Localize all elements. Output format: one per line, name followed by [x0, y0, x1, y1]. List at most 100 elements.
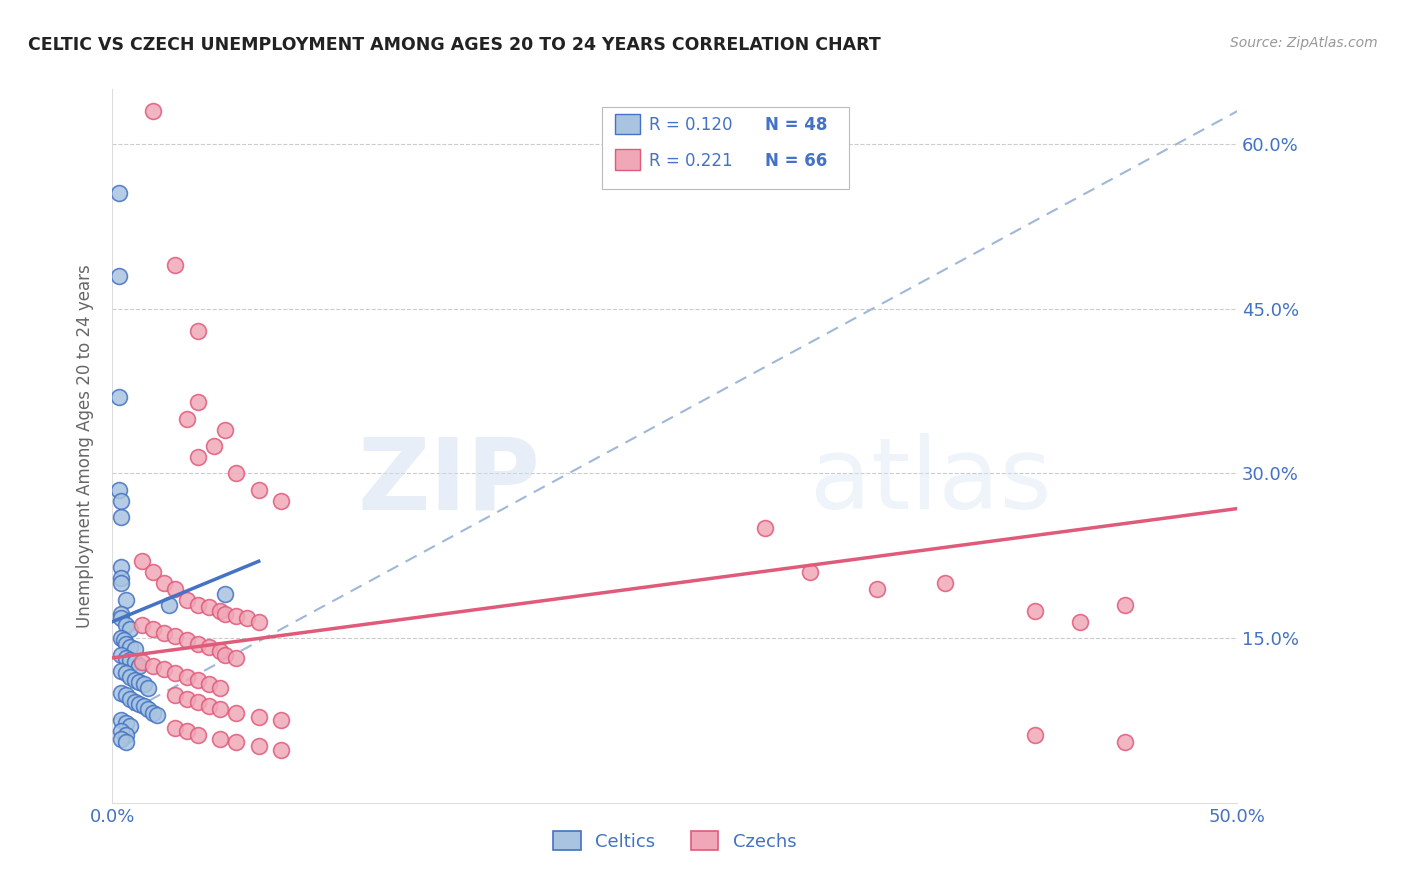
Point — [165, 582, 187, 596]
Point — [115, 637, 138, 651]
Point — [120, 640, 142, 654]
Point — [754, 521, 776, 535]
Point — [247, 739, 270, 753]
Point — [270, 714, 292, 728]
Point — [198, 677, 221, 691]
Point — [209, 732, 232, 747]
Point — [176, 691, 198, 706]
Point — [214, 648, 236, 662]
Point — [142, 706, 165, 720]
Legend: Celtics, Czechs: Celtics, Czechs — [546, 824, 804, 858]
Point — [110, 559, 132, 574]
Point — [187, 598, 209, 612]
Point — [120, 691, 142, 706]
Point — [214, 423, 236, 437]
Point — [110, 494, 132, 508]
Point — [132, 699, 155, 714]
Point — [120, 719, 142, 733]
Text: Source: ZipAtlas.com: Source: ZipAtlas.com — [1230, 36, 1378, 50]
Point — [115, 618, 138, 632]
Text: CELTIC VS CZECH UNEMPLOYMENT AMONG AGES 20 TO 24 YEARS CORRELATION CHART: CELTIC VS CZECH UNEMPLOYMENT AMONG AGES … — [28, 36, 882, 54]
FancyBboxPatch shape — [616, 150, 640, 169]
Point — [247, 483, 270, 497]
Point — [110, 607, 132, 621]
Point — [110, 576, 132, 591]
Point — [115, 735, 138, 749]
Text: N = 48: N = 48 — [765, 116, 827, 134]
Point — [247, 615, 270, 629]
Point — [209, 681, 232, 695]
Point — [165, 629, 187, 643]
Point — [120, 669, 142, 683]
Point — [124, 695, 146, 709]
Point — [115, 715, 138, 730]
Point — [214, 607, 236, 621]
Point — [142, 104, 165, 119]
Point — [799, 566, 821, 580]
Point — [153, 662, 176, 676]
Point — [146, 708, 169, 723]
Point — [1114, 598, 1136, 612]
Point — [120, 623, 142, 637]
Point — [128, 675, 150, 690]
Point — [128, 697, 150, 711]
Point — [131, 554, 153, 568]
Text: ZIP: ZIP — [357, 434, 540, 530]
Point — [1069, 615, 1091, 629]
Point — [131, 618, 153, 632]
Point — [120, 653, 142, 667]
Point — [115, 728, 138, 742]
Point — [153, 625, 176, 640]
Point — [165, 721, 187, 735]
Point — [110, 732, 132, 747]
Point — [110, 571, 132, 585]
Point — [165, 258, 187, 272]
Point — [110, 664, 132, 678]
Point — [176, 411, 198, 425]
FancyBboxPatch shape — [602, 107, 849, 189]
Point — [270, 494, 292, 508]
Point — [225, 735, 247, 749]
Point — [187, 728, 209, 742]
Point — [131, 655, 153, 669]
Point — [110, 611, 132, 625]
Point — [934, 576, 956, 591]
Point — [1024, 728, 1046, 742]
Point — [866, 582, 889, 596]
Point — [142, 623, 165, 637]
Text: atlas: atlas — [810, 434, 1052, 530]
Point — [176, 633, 198, 648]
Point — [153, 576, 176, 591]
Point — [115, 688, 138, 702]
Point — [108, 483, 131, 497]
Point — [157, 598, 180, 612]
Point — [209, 702, 232, 716]
Point — [214, 587, 236, 601]
Point — [108, 268, 131, 283]
Point — [176, 592, 198, 607]
Point — [112, 633, 135, 648]
Y-axis label: Unemployment Among Ages 20 to 24 years: Unemployment Among Ages 20 to 24 years — [76, 264, 94, 628]
Point — [1024, 604, 1046, 618]
Point — [176, 669, 198, 683]
Point — [142, 658, 165, 673]
Point — [202, 439, 225, 453]
Point — [110, 686, 132, 700]
Point — [165, 688, 187, 702]
Point — [176, 724, 198, 739]
Point — [270, 743, 292, 757]
Point — [187, 695, 209, 709]
Point — [225, 706, 247, 720]
Point — [110, 648, 132, 662]
Point — [187, 637, 209, 651]
Point — [225, 467, 247, 481]
Point — [225, 609, 247, 624]
Point — [115, 592, 138, 607]
Point — [110, 724, 132, 739]
Point — [108, 186, 131, 201]
Point — [115, 666, 138, 681]
Point — [1114, 735, 1136, 749]
Text: N = 66: N = 66 — [765, 152, 827, 169]
Point — [138, 702, 160, 716]
Point — [142, 566, 165, 580]
